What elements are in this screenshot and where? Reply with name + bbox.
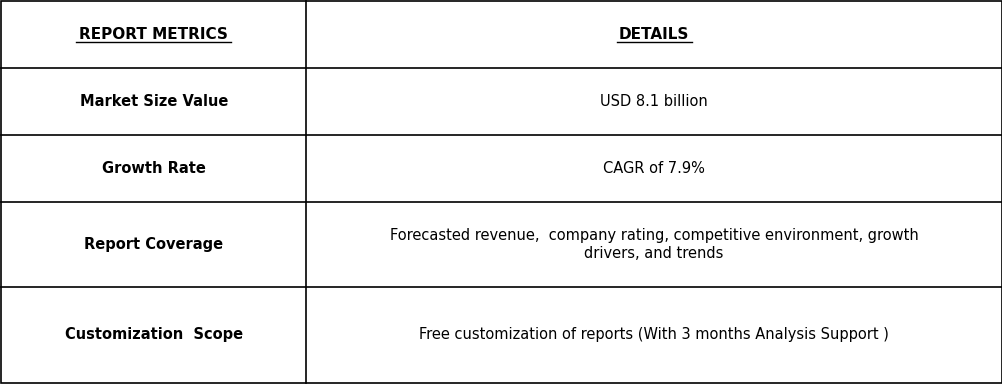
- Text: Report Coverage: Report Coverage: [84, 237, 223, 252]
- Text: Growth Rate: Growth Rate: [102, 161, 205, 175]
- Text: CAGR of 7.9%: CAGR of 7.9%: [602, 161, 704, 175]
- Text: Forecasted revenue,  company rating, competitive environment, growth
drivers, an: Forecasted revenue, company rating, comp…: [389, 228, 918, 261]
- Text: DETAILS: DETAILS: [618, 27, 688, 42]
- Text: USD 8.1 billion: USD 8.1 billion: [599, 94, 707, 109]
- Text: Market Size Value: Market Size Value: [79, 94, 227, 109]
- Text: Free customization of reports (With 3 months Analysis Support ): Free customization of reports (With 3 mo…: [419, 328, 888, 343]
- Text: REPORT METRICS: REPORT METRICS: [79, 27, 228, 42]
- Text: Customization  Scope: Customization Scope: [65, 328, 242, 343]
